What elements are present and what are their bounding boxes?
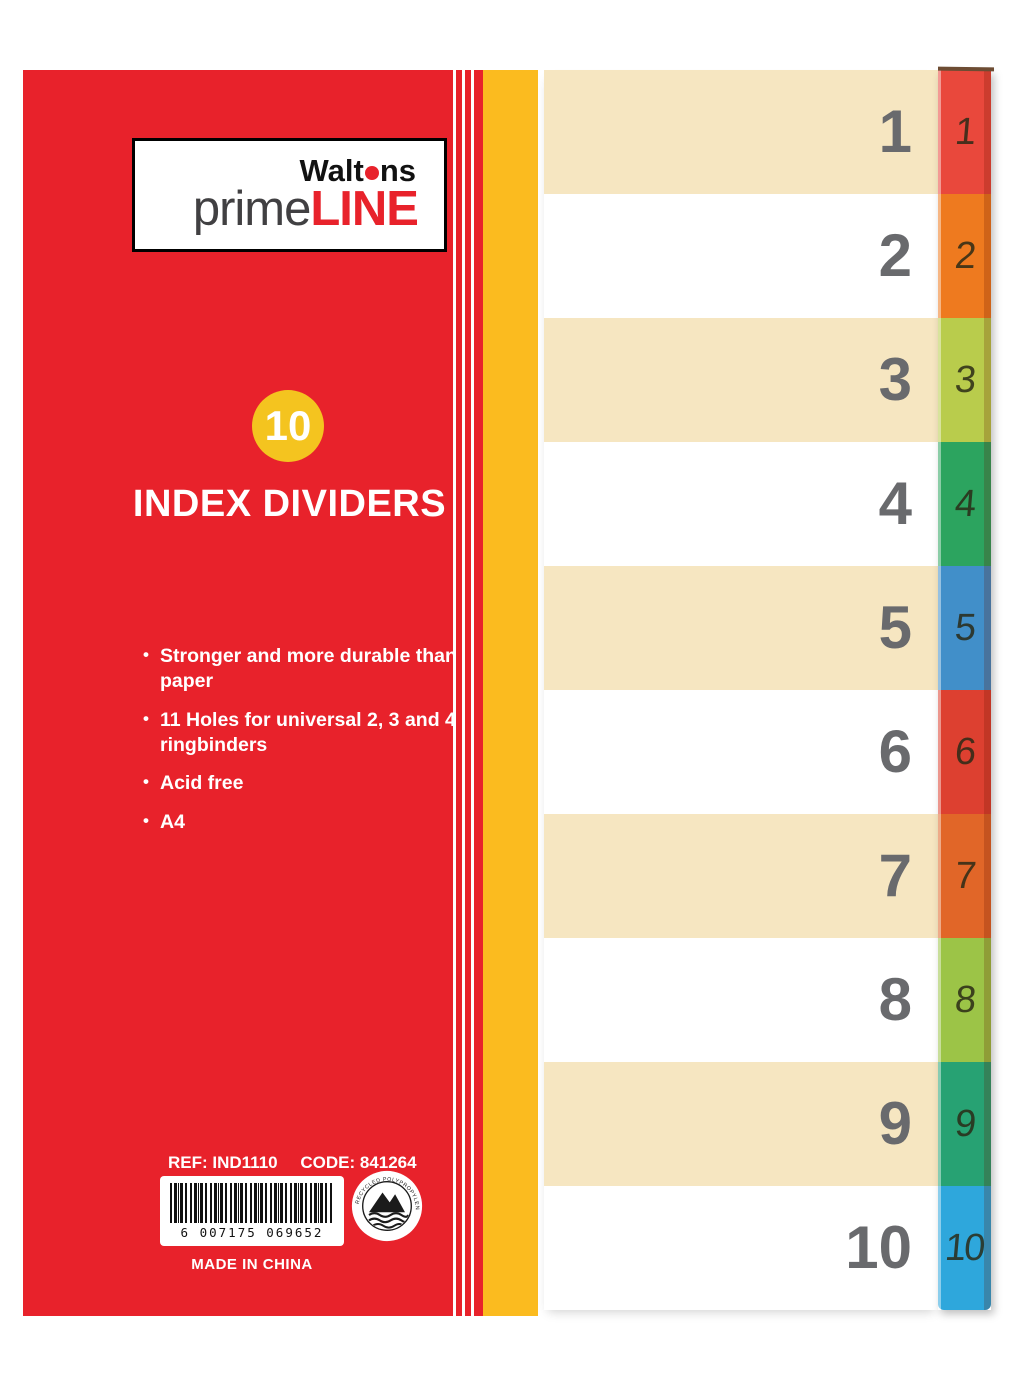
sheet-number: 10 xyxy=(845,1214,912,1281)
tab-strip: 1 2 3 4 5 6 7 8 9 10 xyxy=(938,70,991,1310)
sheet-number: 5 xyxy=(878,594,912,661)
sheet-number: 8 xyxy=(878,966,912,1033)
prime-text: prime xyxy=(192,181,312,236)
divider-sheet-row: 1 xyxy=(544,70,938,194)
index-tab: 9 xyxy=(938,1062,991,1186)
index-tab: 1 xyxy=(938,70,991,194)
brand-logo: Walt ns primeLINE xyxy=(132,138,447,252)
ref-code-line: REF: IND1110 CODE: 841264 xyxy=(168,1153,417,1173)
yellow-spine xyxy=(483,70,538,1316)
index-tab: 7 xyxy=(938,814,991,938)
brand-dot-icon xyxy=(364,165,379,180)
waltons-text-left: Walt xyxy=(299,152,364,188)
sheet-number: 6 xyxy=(878,718,912,785)
tab-number: 2 xyxy=(953,235,976,277)
sheet-number: 1 xyxy=(878,98,912,165)
feature-item: 11 Holes for universal 2, 3 and 4 ringbi… xyxy=(141,708,460,759)
sheet-number: 2 xyxy=(878,222,912,289)
index-tab: 10 xyxy=(938,1186,991,1310)
tab-number: 7 xyxy=(953,855,976,897)
divider-stack: 1 2 3 4 5 6 7 8 9 10 xyxy=(544,70,938,1310)
tab-number: 9 xyxy=(953,1103,976,1145)
feature-item: Stronger and more durable than paper xyxy=(141,644,460,695)
ref-label: REF: IND1110 xyxy=(168,1153,278,1172)
barcode: 6 007175 069652 xyxy=(160,1176,344,1246)
tab-number: 1 xyxy=(953,111,976,153)
index-tab: 5 xyxy=(938,566,991,690)
tab-number: 10 xyxy=(943,1227,986,1269)
waltons-text-right: ns xyxy=(379,152,416,188)
eco-recycled-badge-icon: RECYCLED POLYPROPYLENE PROTECT THE ENVIR… xyxy=(351,1170,423,1242)
divider-sheet-row: 9 xyxy=(544,1062,938,1186)
divider-sheet-row: 5 xyxy=(544,566,938,690)
index-tab: 3 xyxy=(938,318,991,442)
feature-item: Acid free xyxy=(141,771,460,796)
tab-number: 3 xyxy=(953,359,976,401)
index-tab: 8 xyxy=(938,938,991,1062)
tab-number: 8 xyxy=(953,979,976,1021)
divider-sheet-row: 8 xyxy=(544,938,938,1062)
sheet-number: 9 xyxy=(878,1090,912,1157)
feature-item: A4 xyxy=(141,810,460,835)
tab-number: 6 xyxy=(953,731,976,773)
index-tab: 2 xyxy=(938,194,991,318)
barcode-bars xyxy=(170,1183,334,1223)
waltons-wordmark: Walt ns xyxy=(135,155,444,186)
divider-sheet-row: 3 xyxy=(544,318,938,442)
index-tab: 4 xyxy=(938,442,991,566)
primeline-wordmark: primeLINE xyxy=(135,181,444,236)
made-in-label: MADE IN CHINA xyxy=(191,1256,313,1273)
sheet-number: 7 xyxy=(878,842,912,909)
barcode-digits: 6 007175 069652 xyxy=(180,1225,324,1240)
feature-list: Stronger and more durable than paper 11 … xyxy=(141,644,460,848)
divider-sheet-row: 7 xyxy=(544,814,938,938)
sheet-number: 3 xyxy=(878,346,912,413)
divider-sheet-row: 6 xyxy=(544,690,938,814)
index-tab: 6 xyxy=(938,690,991,814)
divider-sheet-row: 2 xyxy=(544,194,938,318)
product-title: INDEX DIVIDERS xyxy=(132,483,447,525)
divider-sheet-row: 4 xyxy=(544,442,938,566)
divider-sheet-row: 10 xyxy=(544,1186,938,1310)
line-text: LINE xyxy=(310,181,419,236)
count-badge: 10 xyxy=(252,390,324,462)
code-label: CODE: 841264 xyxy=(300,1153,417,1172)
tab-number: 5 xyxy=(953,607,976,649)
tab-number: 4 xyxy=(953,483,976,525)
sheet-number: 4 xyxy=(878,470,912,537)
